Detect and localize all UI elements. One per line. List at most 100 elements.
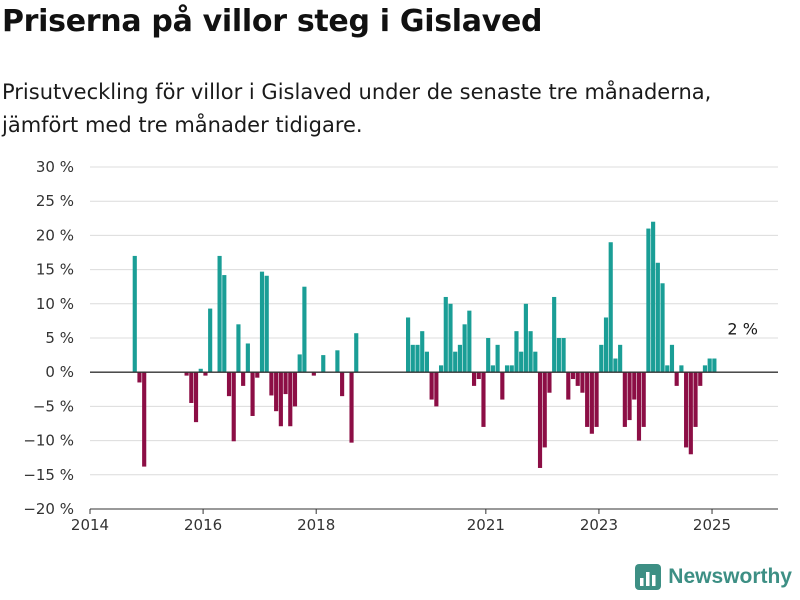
bar bbox=[655, 262, 660, 373]
bar bbox=[259, 271, 265, 373]
bar bbox=[514, 331, 519, 373]
bar bbox=[340, 372, 345, 397]
bar bbox=[434, 372, 439, 407]
bar bbox=[665, 365, 670, 373]
bar bbox=[636, 372, 642, 441]
bar bbox=[486, 338, 491, 373]
bar bbox=[570, 372, 576, 380]
bar bbox=[137, 372, 142, 383]
bar bbox=[575, 372, 580, 386]
bar bbox=[589, 372, 594, 434]
bar bbox=[537, 372, 543, 468]
bar bbox=[283, 372, 288, 395]
bar bbox=[660, 283, 665, 373]
bar bbox=[632, 372, 637, 400]
bar bbox=[217, 255, 222, 373]
bar bbox=[250, 372, 255, 416]
bar bbox=[669, 344, 675, 373]
bar bbox=[203, 372, 208, 376]
bar bbox=[231, 372, 236, 442]
bar bbox=[410, 344, 415, 373]
bar bbox=[288, 372, 293, 427]
bar bbox=[580, 372, 585, 393]
bar bbox=[269, 372, 274, 396]
bar bbox=[674, 372, 679, 386]
bar bbox=[420, 331, 425, 373]
y-tick-label: 30 % bbox=[36, 158, 74, 176]
bar bbox=[311, 372, 316, 376]
bar bbox=[585, 372, 590, 427]
bar bbox=[198, 368, 203, 373]
bar bbox=[566, 372, 571, 400]
bar bbox=[457, 344, 462, 373]
bar bbox=[429, 372, 434, 400]
bar bbox=[424, 351, 430, 373]
bar bbox=[509, 365, 514, 373]
bar bbox=[448, 303, 453, 373]
bar bbox=[406, 317, 411, 373]
bar bbox=[184, 372, 189, 376]
bar bbox=[241, 372, 246, 386]
y-tick-label: 20 % bbox=[36, 226, 74, 244]
bar bbox=[698, 372, 703, 386]
y-tick-label: 5 % bbox=[45, 329, 74, 347]
x-tick-label: 2014 bbox=[71, 516, 109, 530]
y-tick-label: −10 % bbox=[23, 432, 74, 450]
bar bbox=[335, 350, 340, 373]
bar bbox=[292, 372, 298, 407]
bar bbox=[542, 372, 547, 448]
bar bbox=[476, 372, 481, 380]
bar bbox=[495, 344, 500, 373]
bar bbox=[222, 275, 227, 373]
bar bbox=[438, 365, 444, 373]
bar bbox=[641, 372, 646, 427]
bar bbox=[504, 365, 510, 373]
bar bbox=[226, 372, 232, 397]
bar bbox=[519, 351, 524, 373]
bar-chart: 30 % 25 % 20 % 15 % 10 % 5 % 0 % −5 % −10 % −15 %… bbox=[23, 158, 778, 530]
bar bbox=[613, 358, 618, 373]
bar bbox=[500, 372, 505, 400]
bar bbox=[646, 228, 651, 373]
bar bbox=[321, 355, 326, 373]
last-value-label: 2 % bbox=[727, 320, 757, 339]
bar bbox=[608, 242, 613, 373]
bar bbox=[264, 275, 269, 373]
bar bbox=[208, 308, 213, 373]
x-tick-label: 2025 bbox=[693, 516, 731, 530]
bar bbox=[443, 296, 448, 373]
bar bbox=[278, 372, 283, 427]
bar bbox=[684, 372, 689, 448]
x-tick-label: 2021 bbox=[467, 516, 505, 530]
bar bbox=[490, 365, 495, 373]
x-tick-label: 2023 bbox=[580, 516, 618, 530]
bar-chart-logo-icon bbox=[635, 564, 662, 590]
bar bbox=[245, 343, 250, 373]
bar bbox=[712, 358, 717, 373]
x-tick-label: 2018 bbox=[297, 516, 335, 530]
bar bbox=[132, 255, 137, 373]
bar bbox=[599, 344, 604, 373]
bar bbox=[354, 333, 359, 373]
bar bbox=[603, 317, 609, 373]
bar bbox=[679, 365, 684, 373]
x-tick-label: 2016 bbox=[184, 516, 222, 530]
bar bbox=[236, 324, 241, 373]
bar bbox=[142, 372, 147, 467]
bar bbox=[688, 372, 693, 455]
bar bbox=[556, 338, 561, 373]
bar bbox=[561, 338, 566, 373]
y-tick-label: −20 % bbox=[23, 500, 74, 518]
bar bbox=[618, 344, 623, 373]
bar bbox=[523, 303, 528, 373]
bar bbox=[622, 372, 627, 427]
bar bbox=[349, 372, 354, 443]
bar bbox=[453, 351, 458, 373]
y-tick-label: 25 % bbox=[36, 192, 74, 210]
bar bbox=[533, 351, 538, 373]
bar bbox=[467, 310, 472, 373]
y-tick-label: −5 % bbox=[33, 397, 74, 415]
bar bbox=[547, 372, 552, 393]
bar bbox=[297, 354, 302, 373]
brand-name: Newsworthy bbox=[668, 565, 792, 588]
